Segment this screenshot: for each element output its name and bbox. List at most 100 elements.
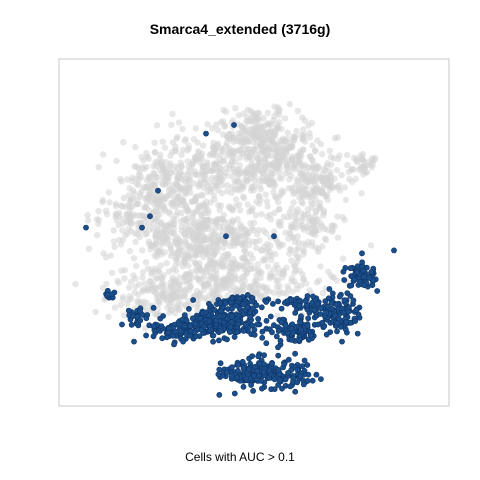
background-point: [193, 261, 200, 268]
highlighted-point: [183, 317, 190, 324]
background-point: [172, 239, 179, 246]
background-point: [223, 139, 230, 147]
highlighted-point: [104, 291, 111, 298]
highlighted-point: [298, 327, 304, 333]
background-point: [148, 184, 155, 191]
background-point: [259, 174, 266, 181]
highlighted-point: [285, 369, 291, 376]
highlighted-point: [137, 317, 144, 324]
background-point: [240, 193, 247, 200]
background-point: [286, 100, 294, 108]
background-point: [178, 162, 185, 170]
background-point: [182, 202, 190, 209]
background-point: [210, 291, 217, 298]
background-point: [175, 193, 182, 200]
background-point: [280, 267, 287, 275]
highlighted-point: [254, 368, 261, 375]
background-point: [327, 171, 334, 179]
highlighted-point: [297, 373, 304, 380]
background-point: [264, 263, 271, 270]
highlighted-point: [310, 293, 316, 300]
highlighted-point: [359, 263, 366, 270]
background-point: [173, 135, 180, 142]
highlighted-point: [203, 130, 209, 137]
highlighted-point: [305, 315, 312, 322]
background-point: [255, 282, 262, 289]
background-point: [130, 190, 138, 197]
background-point: [193, 268, 201, 275]
highlighted-point: [287, 383, 294, 390]
highlighted-point: [207, 327, 214, 333]
highlighted-point: [269, 329, 275, 336]
background-point: [321, 167, 329, 175]
highlighted-point: [251, 331, 258, 338]
highlighted-point: [309, 377, 316, 384]
highlighted-point: [354, 269, 360, 275]
background-point: [181, 293, 188, 300]
background-point: [245, 283, 252, 290]
highlighted-point: [344, 290, 351, 296]
background-point: [289, 288, 296, 295]
highlighted-point: [229, 295, 236, 302]
background-point: [312, 231, 319, 239]
highlighted-point: [147, 213, 153, 220]
highlighted-point: [276, 377, 283, 384]
highlighted-point: [263, 340, 270, 347]
background-point: [107, 252, 115, 259]
background-point: [232, 158, 239, 165]
background-point: [115, 212, 123, 219]
background-point: [213, 121, 220, 128]
highlighted-point: [351, 276, 358, 283]
background-point: [336, 187, 344, 194]
background-point: [127, 278, 135, 285]
highlighted-point: [324, 303, 331, 310]
highlighted-point: [348, 282, 355, 289]
background-point: [139, 288, 146, 295]
background-point: [203, 249, 210, 256]
background-point: [292, 220, 299, 227]
background-point: [168, 121, 175, 128]
background-point: [305, 172, 313, 179]
background-point: [329, 222, 336, 229]
background-point: [133, 175, 140, 182]
background-point: [134, 230, 141, 238]
highlighted-point: [309, 300, 315, 306]
background-point: [130, 195, 137, 202]
highlighted-point: [229, 305, 235, 312]
background-point: [248, 156, 255, 163]
highlighted-point: [224, 336, 230, 343]
background-point: [185, 226, 192, 233]
background-point: [243, 166, 251, 173]
background-point: [115, 279, 122, 286]
background-point: [253, 272, 260, 279]
background-point: [226, 243, 234, 250]
background-point: [339, 213, 346, 221]
background-point: [352, 175, 359, 183]
background-point: [294, 107, 301, 115]
background-point: [284, 145, 292, 152]
highlighted-point: [210, 332, 217, 339]
highlighted-point: [143, 332, 149, 339]
highlighted-point: [374, 288, 381, 294]
highlighted-point: [203, 309, 209, 316]
background-point: [275, 206, 282, 213]
background-point: [125, 284, 133, 291]
background-point: [273, 237, 280, 244]
background-point: [273, 141, 280, 148]
background-point: [135, 201, 142, 208]
highlighted-point: [83, 224, 89, 231]
highlighted-point: [250, 387, 256, 394]
background-point: [240, 183, 247, 190]
background-point: [130, 255, 138, 262]
background-point: [291, 166, 298, 173]
background-point: [127, 212, 134, 219]
background-point: [196, 225, 204, 232]
highlighted-point: [189, 315, 196, 322]
highlighted-point: [157, 315, 164, 322]
background-point: [276, 119, 283, 126]
highlighted-point: [343, 318, 350, 325]
background-point: [303, 223, 310, 230]
background-point: [300, 276, 307, 283]
background-point: [258, 128, 266, 135]
